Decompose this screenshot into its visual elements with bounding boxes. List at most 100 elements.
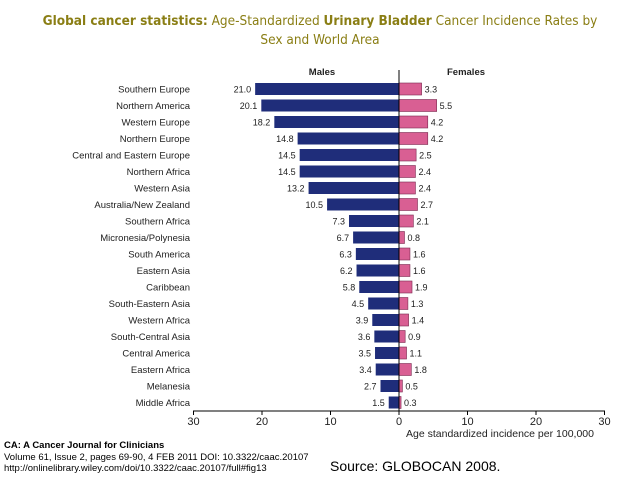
female-bar-south-central-asia: [398, 330, 406, 343]
male-value-south-central-asia: 3.6: [358, 332, 371, 342]
female-value-northern-africa: 2.4: [418, 167, 431, 177]
category-label-south-central-asia: South-Central Asia: [111, 332, 191, 343]
x-tick-label-0: 30: [187, 416, 199, 428]
male-value-western-africa: 3.9: [356, 316, 369, 326]
title-part-2: Age-Standardized: [207, 13, 324, 29]
female-value-western-asia: 2.4: [418, 184, 431, 194]
male-bar-central-and-eastern-europe: [299, 149, 399, 161]
female-bar-south-eastern-asia: [398, 297, 409, 310]
female-value-caribbean: 1.9: [415, 283, 428, 293]
category-label-australia-new-zealand: Australia/New Zealand: [94, 200, 190, 211]
female-bar-melanesia: [398, 379, 403, 393]
male-value-southern-africa: 7.3: [332, 217, 345, 227]
female-bar-northern-europe: [398, 132, 429, 145]
male-bar-western-asia: [308, 182, 399, 194]
category-label-southern-africa: Southern Africa: [125, 217, 191, 228]
female-bar-micronesia-polynesia: [398, 231, 405, 244]
male-bar-eastern-asia: [356, 264, 399, 277]
male-value-micronesia-polynesia: 6.7: [337, 233, 350, 243]
male-bar-northern-america: [261, 99, 399, 112]
category-label-western-africa: Western Africa: [128, 316, 190, 327]
bladder-cancer-chart: Males Females Southern Europe 21.0 3.3 Northe…: [72, 67, 610, 440]
x-tick-label-6: 30: [598, 416, 610, 428]
female-value-south-central-asia: 0.9: [408, 332, 421, 342]
female-bar-western-africa: [398, 313, 409, 327]
female-bar-australia-new-zealand: [398, 198, 418, 211]
female-bar-southern-europe: [398, 82, 422, 96]
category-label-central-and-eastern-europe: Central and Eastern Europe: [72, 151, 190, 162]
female-bar-eastern-asia: [398, 264, 411, 277]
male-value-south-america: 6.3: [339, 250, 352, 260]
title-part-3: Urinary Bladder: [323, 13, 432, 29]
female-bar-western-europe: [398, 115, 429, 129]
category-label-western-europe: Western Europe: [122, 118, 190, 129]
source-note: Source: GLOBOCAN 2008.: [330, 458, 501, 474]
male-bar-australia-new-zealand: [327, 198, 399, 211]
male-bar-south-eastern-asia: [368, 297, 399, 310]
female-value-western-africa: 1.4: [412, 316, 425, 326]
female-value-central-and-eastern-europe: 2.5: [419, 151, 432, 161]
male-bar-south-central-asia: [374, 330, 399, 343]
male-value-eastern-asia: 6.2: [340, 266, 353, 276]
x-tick-label-1: 20: [256, 416, 268, 428]
male-value-south-eastern-asia: 4.5: [352, 299, 365, 309]
female-bar-northern-america: [398, 99, 437, 112]
male-value-northern-africa: 14.5: [278, 167, 296, 177]
female-bar-southern-africa: [398, 214, 414, 228]
category-label-northern-europe: Northern Europe: [120, 134, 190, 145]
citation-text: Volume 61, Issue 2, pages 69-90, 4 FEB 2…: [4, 451, 309, 463]
female-value-melanesia: 0.5: [405, 382, 418, 392]
male-value-melanesia: 2.7: [364, 382, 377, 392]
male-value-central-and-eastern-europe: 14.5: [278, 151, 296, 161]
female-value-northern-america: 5.5: [440, 101, 453, 111]
category-label-eastern-africa: Eastern Africa: [131, 365, 191, 376]
x-tick-label-5: 20: [530, 416, 542, 428]
male-value-central-america: 3.5: [359, 349, 372, 359]
female-value-southern-europe: 3.3: [425, 85, 438, 95]
category-label-southern-europe: Southern Europe: [118, 85, 190, 96]
male-bar-middle-africa: [388, 396, 399, 409]
category-label-melanesia: Melanesia: [147, 382, 191, 393]
male-value-australia-new-zealand: 10.5: [306, 200, 324, 210]
male-value-western-europe: 18.2: [253, 118, 271, 128]
category-label-northern-america: Northern America: [116, 101, 191, 112]
male-value-eastern-africa: 3.4: [359, 365, 372, 375]
plot-area: Males Females Southern Europe 21.0 3.3 Northe…: [72, 67, 610, 440]
male-value-southern-europe: 21.0: [234, 85, 252, 95]
female-bar-central-america: [398, 346, 407, 360]
male-bar-eastern-africa: [375, 363, 399, 376]
female-value-south-america: 1.6: [413, 250, 426, 260]
female-value-south-eastern-asia: 1.3: [411, 299, 424, 309]
category-label-middle-africa: Middle Africa: [136, 398, 191, 409]
category-label-western-asia: Western Asia: [134, 184, 191, 195]
female-value-micronesia-polynesia: 0.8: [407, 233, 420, 243]
female-value-northern-europe: 4.2: [431, 134, 444, 144]
male-bar-western-europe: [274, 116, 399, 128]
page-title: Global cancer statistics: Age-Standardiz…: [40, 12, 600, 50]
female-value-australia-new-zealand: 2.7: [420, 200, 433, 210]
title-part-1: Global cancer statistics:: [42, 13, 208, 29]
citation-url[interactable]: http://onlinelibrary.wiley.com/doi/10.33…: [4, 463, 267, 474]
female-value-eastern-asia: 1.6: [413, 266, 426, 276]
male-bar-northern-europe: [297, 132, 399, 145]
x-tick-label-4: 10: [461, 416, 473, 428]
male-bar-southern-europe: [255, 83, 399, 95]
x-axis-label: Age standardized incidence per 100,000: [406, 428, 594, 440]
category-label-eastern-asia: Eastern Asia: [137, 266, 191, 277]
category-label-south-eastern-asia: South-Eastern Asia: [109, 299, 191, 310]
female-bar-northern-africa: [398, 165, 416, 178]
male-value-northern-europe: 14.8: [276, 134, 294, 144]
male-bar-western-africa: [372, 314, 399, 326]
males-header: Males: [309, 67, 335, 78]
female-value-western-europe: 4.2: [431, 118, 444, 128]
citation-block: CA: A Cancer Journal for Clinicians Volu…: [4, 440, 309, 475]
females-header: Females: [447, 67, 485, 78]
male-bar-melanesia: [380, 380, 399, 392]
male-bar-central-america: [375, 347, 399, 359]
female-bar-eastern-africa: [398, 363, 412, 376]
female-value-central-america: 1.1: [410, 349, 423, 359]
male-value-caribbean: 5.8: [343, 283, 356, 293]
female-bar-south-america: [398, 247, 411, 261]
female-bar-caribbean: [398, 280, 413, 294]
category-label-northern-africa: Northern Africa: [127, 167, 191, 178]
